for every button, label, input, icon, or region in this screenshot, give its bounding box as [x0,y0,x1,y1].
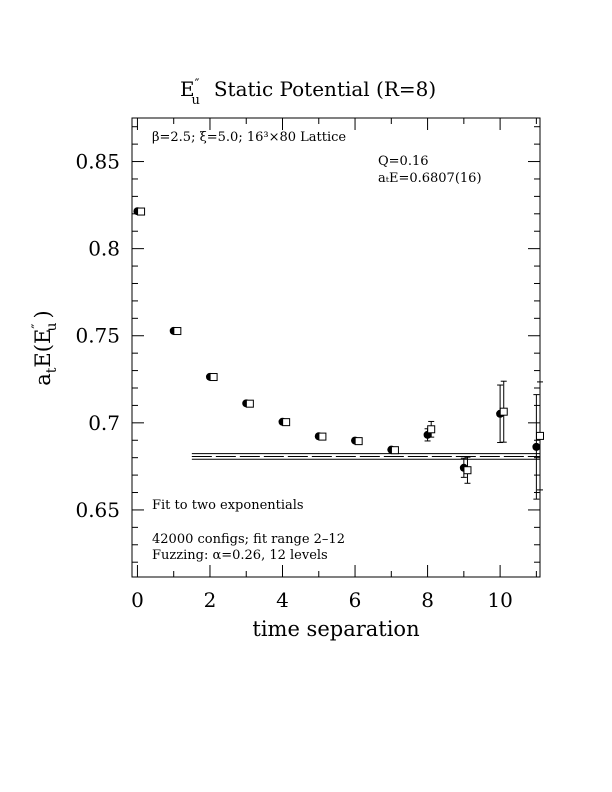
open-square-point [499,407,508,416]
y-tick-label: 0.85 [75,150,120,174]
open-square-point [137,207,146,216]
open-square-point [209,373,218,382]
energy-annotation: aₜE=0.6807(16) [378,171,482,186]
open-square-point [463,466,472,475]
open-square-point [354,437,363,446]
x-tick-label: 10 [487,588,512,612]
open-square-point [245,399,254,408]
q-value-annotation: Q=0.16 [378,154,429,169]
filled-circle-point [532,442,541,451]
open-square-point [173,327,182,336]
open-square-point [282,418,291,427]
y-tick-label: 0.65 [75,498,120,522]
open-square-point [536,431,544,440]
fuzzing-annotation: Fuzzing: α=0.26, 12 levels [152,548,328,563]
fit-band [191,453,540,460]
x-tick-label: 0 [131,588,144,612]
y-tick-label: 0.75 [75,324,120,348]
open-square-point [318,432,327,441]
fit-description: Fit to two exponentials [152,498,304,513]
lattice-annotation: β=2.5; ξ=5.0; 16³×80 Lattice [152,130,346,145]
plot-frame [131,117,541,578]
open-square-point [390,446,399,455]
axis-ticks [132,118,540,577]
data-points [133,207,544,500]
x-tick-label: 4 [276,588,289,612]
x-tick-label: 8 [421,588,434,612]
configs-annotation: 42000 configs; fit range 2–12 [152,532,345,547]
x-tick-label: 6 [349,588,362,612]
axis-tick-labels: 0 2 4 6 8 10 0.65 0.7 0.75 0.8 0.85 [75,150,512,612]
y-axis-label: atE(E″u) [30,310,60,386]
y-tick-label: 0.7 [88,411,120,435]
open-square-point [427,425,436,434]
chart-title: E″ u Static Potential (R=8) [180,77,436,108]
x-tick-label: 2 [204,588,217,612]
y-tick-label: 0.8 [88,237,120,261]
x-axis-label: time separation [252,617,419,641]
